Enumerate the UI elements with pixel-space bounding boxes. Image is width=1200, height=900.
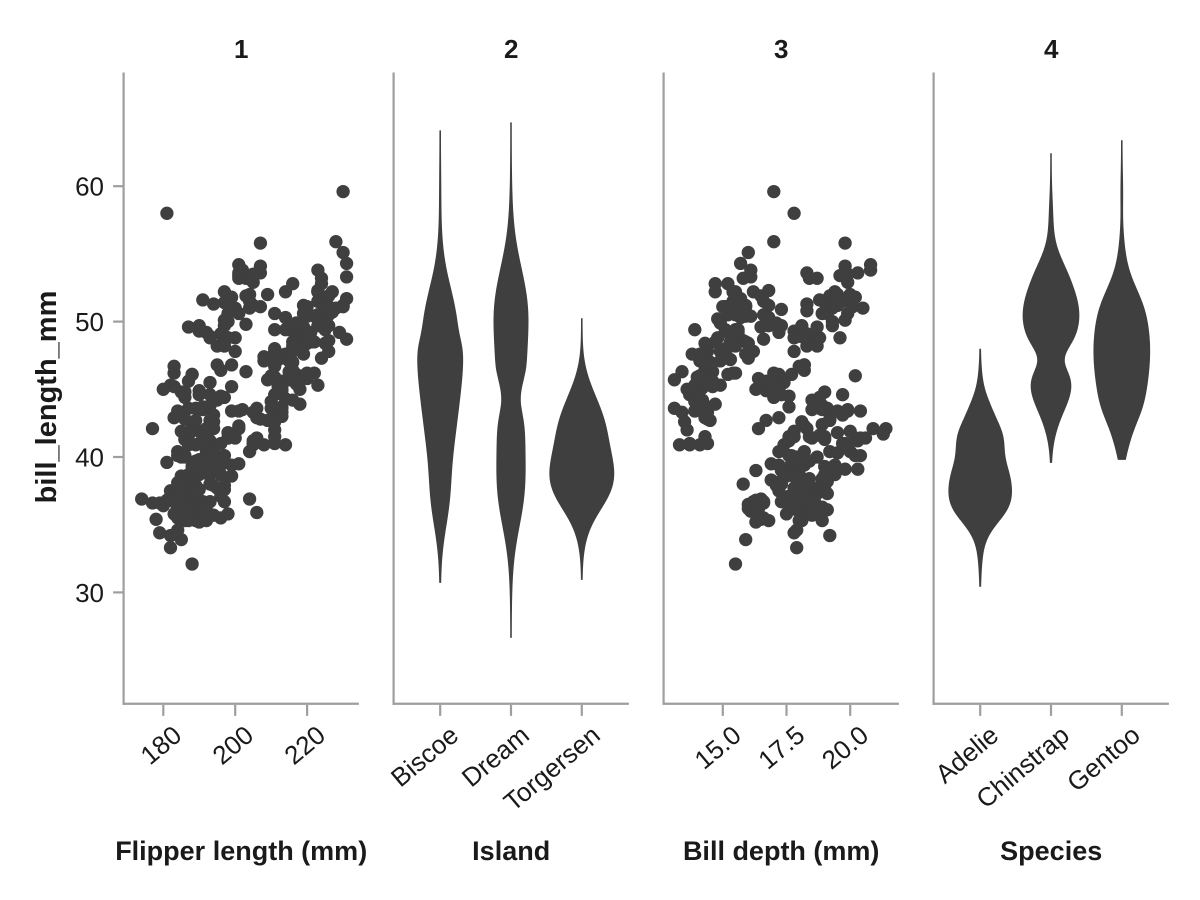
svg-text:Flipper length (mm): Flipper length (mm) — [115, 836, 367, 866]
svg-text:Bill depth (mm): Bill depth (mm) — [683, 836, 880, 866]
svg-text:Species: Species — [1000, 836, 1102, 866]
svg-text:4: 4 — [1044, 34, 1059, 64]
svg-text:3: 3 — [774, 34, 788, 64]
svg-text:1: 1 — [234, 34, 248, 64]
svg-text:2: 2 — [504, 34, 518, 64]
svg-text:60: 60 — [75, 172, 104, 202]
svg-text:50: 50 — [75, 307, 104, 337]
svg-text:bill_length_mm: bill_length_mm — [31, 291, 63, 504]
svg-text:40: 40 — [75, 443, 104, 473]
svg-text:30: 30 — [75, 578, 104, 608]
svg-text:Island: Island — [472, 836, 550, 866]
